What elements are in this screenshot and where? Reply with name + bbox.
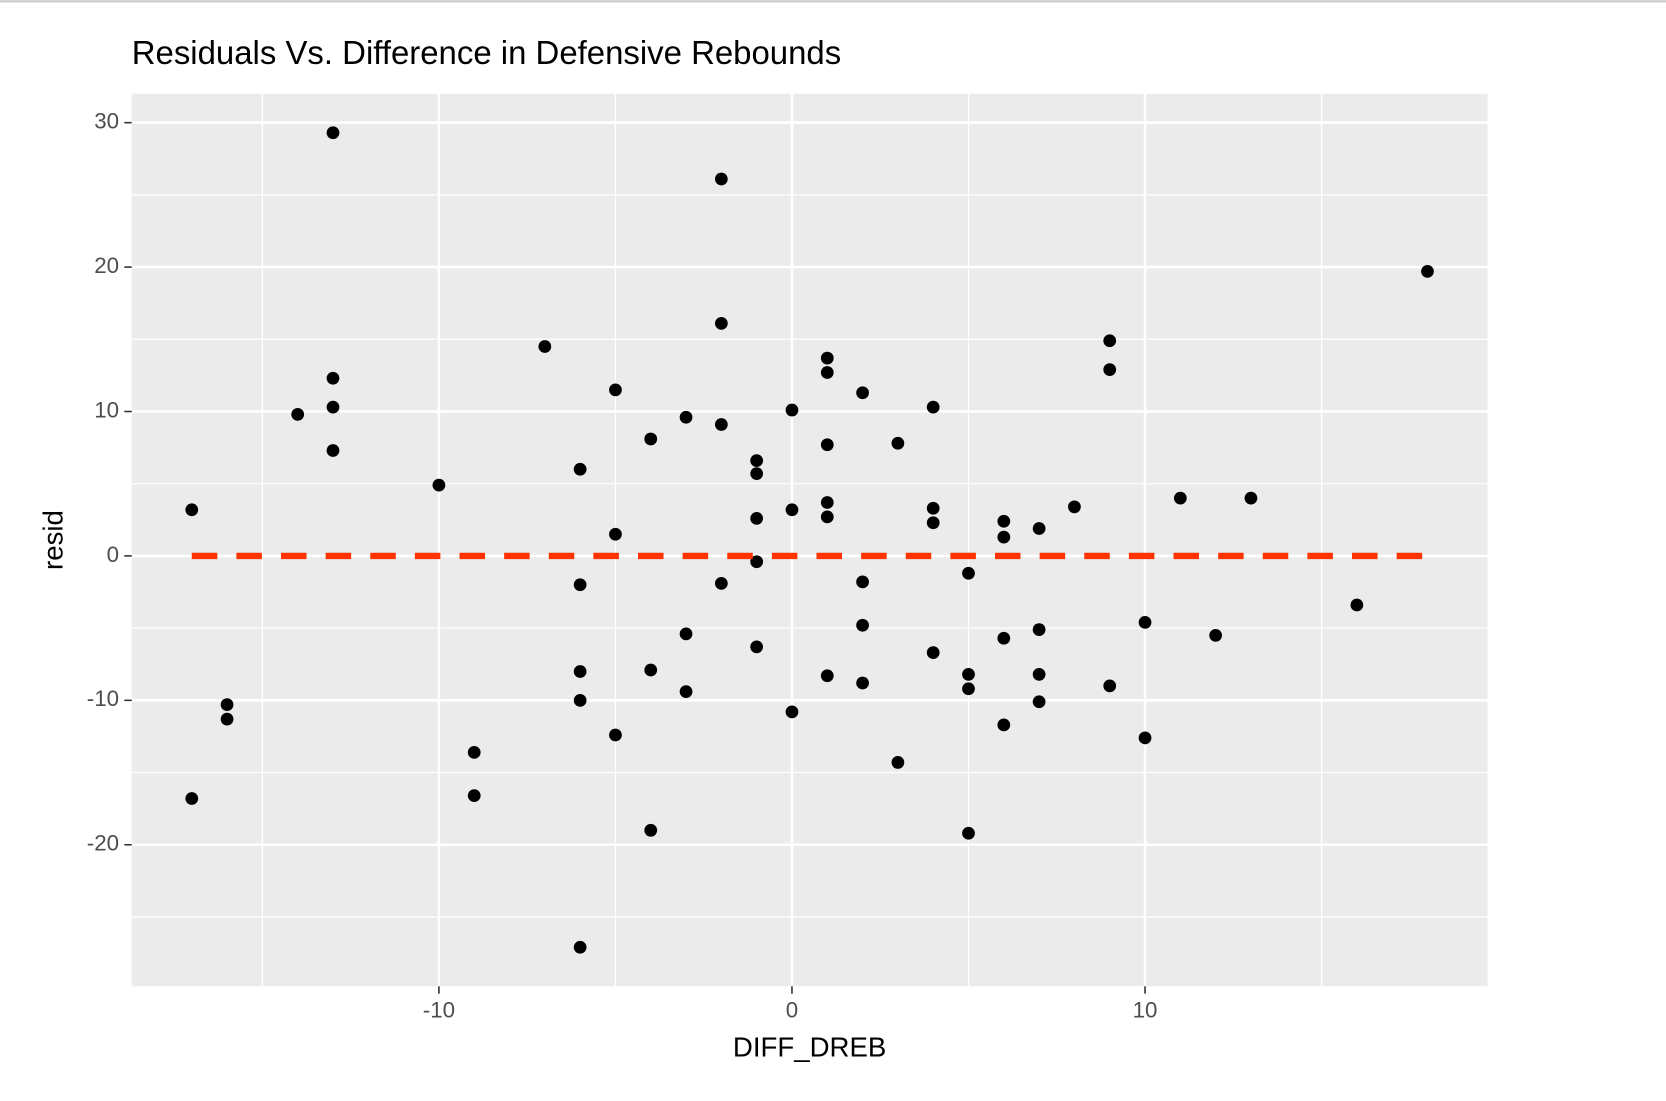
y-tick-label: -10 bbox=[87, 686, 119, 711]
point bbox=[997, 530, 1011, 544]
point bbox=[926, 501, 940, 515]
point bbox=[538, 340, 552, 353]
point bbox=[467, 745, 481, 759]
point bbox=[326, 126, 340, 140]
point bbox=[750, 454, 764, 467]
point bbox=[573, 665, 587, 678]
point bbox=[750, 640, 764, 654]
point bbox=[714, 418, 728, 431]
point bbox=[1032, 695, 1046, 709]
point bbox=[962, 682, 975, 696]
point bbox=[856, 618, 869, 632]
point bbox=[644, 663, 658, 677]
y-tick-label: 30 bbox=[94, 109, 119, 134]
point bbox=[573, 462, 587, 476]
point bbox=[1068, 500, 1081, 514]
point bbox=[432, 478, 446, 492]
point bbox=[644, 823, 658, 837]
point bbox=[962, 566, 975, 580]
point bbox=[891, 436, 905, 450]
point bbox=[856, 676, 869, 690]
point bbox=[820, 438, 834, 452]
point bbox=[220, 712, 234, 726]
y-axis-label: resid bbox=[38, 510, 69, 570]
point bbox=[1421, 265, 1434, 278]
point bbox=[856, 575, 869, 589]
point bbox=[1103, 363, 1117, 376]
point bbox=[1032, 667, 1046, 681]
point bbox=[1138, 615, 1152, 629]
point bbox=[997, 631, 1011, 645]
point bbox=[573, 693, 587, 707]
point bbox=[679, 627, 693, 641]
x-axis-label: DIFF_DREB bbox=[733, 1031, 886, 1062]
point bbox=[291, 408, 305, 421]
x-tick-label: 0 bbox=[786, 998, 798, 1023]
point bbox=[185, 792, 199, 805]
y-tick-label: 0 bbox=[107, 542, 119, 567]
point bbox=[1138, 731, 1152, 745]
x-tick-label: 10 bbox=[1133, 998, 1158, 1023]
point bbox=[1032, 522, 1046, 535]
point bbox=[785, 403, 799, 417]
point bbox=[820, 669, 834, 683]
point bbox=[820, 510, 834, 524]
point bbox=[609, 527, 622, 541]
point bbox=[962, 826, 975, 840]
point bbox=[714, 172, 728, 186]
point bbox=[326, 400, 340, 414]
y-tick-label: 20 bbox=[94, 253, 119, 278]
point bbox=[1350, 598, 1364, 612]
point bbox=[1032, 623, 1046, 636]
point bbox=[750, 511, 764, 525]
point bbox=[891, 756, 905, 769]
panel bbox=[131, 93, 1488, 987]
point bbox=[679, 410, 693, 424]
point bbox=[962, 667, 975, 681]
point bbox=[573, 940, 587, 954]
point bbox=[467, 789, 481, 803]
point bbox=[856, 386, 869, 400]
y-tick-label: -20 bbox=[87, 831, 119, 856]
x-tick-label: -10 bbox=[423, 998, 455, 1023]
point bbox=[750, 467, 764, 480]
point bbox=[326, 444, 340, 457]
point bbox=[714, 576, 728, 590]
point bbox=[926, 516, 940, 530]
point bbox=[326, 371, 340, 385]
point bbox=[714, 317, 728, 330]
point bbox=[997, 514, 1011, 528]
point bbox=[1103, 679, 1117, 693]
y-tick-label: 10 bbox=[94, 397, 119, 422]
point bbox=[820, 351, 834, 365]
point bbox=[220, 698, 234, 712]
point bbox=[1173, 491, 1187, 505]
point bbox=[926, 400, 940, 414]
point bbox=[785, 705, 799, 719]
point bbox=[679, 685, 693, 699]
point bbox=[820, 366, 834, 379]
point bbox=[609, 728, 622, 742]
point bbox=[573, 578, 587, 592]
point bbox=[820, 496, 834, 509]
point bbox=[785, 503, 799, 517]
point bbox=[644, 432, 658, 446]
point bbox=[750, 555, 764, 569]
point bbox=[997, 718, 1011, 732]
point bbox=[926, 646, 940, 660]
point bbox=[185, 503, 199, 517]
point bbox=[1103, 334, 1117, 348]
point bbox=[1244, 491, 1258, 505]
chart-title: Residuals Vs. Difference in Defensive Re… bbox=[132, 34, 841, 71]
point bbox=[1209, 628, 1223, 642]
point bbox=[609, 383, 622, 397]
